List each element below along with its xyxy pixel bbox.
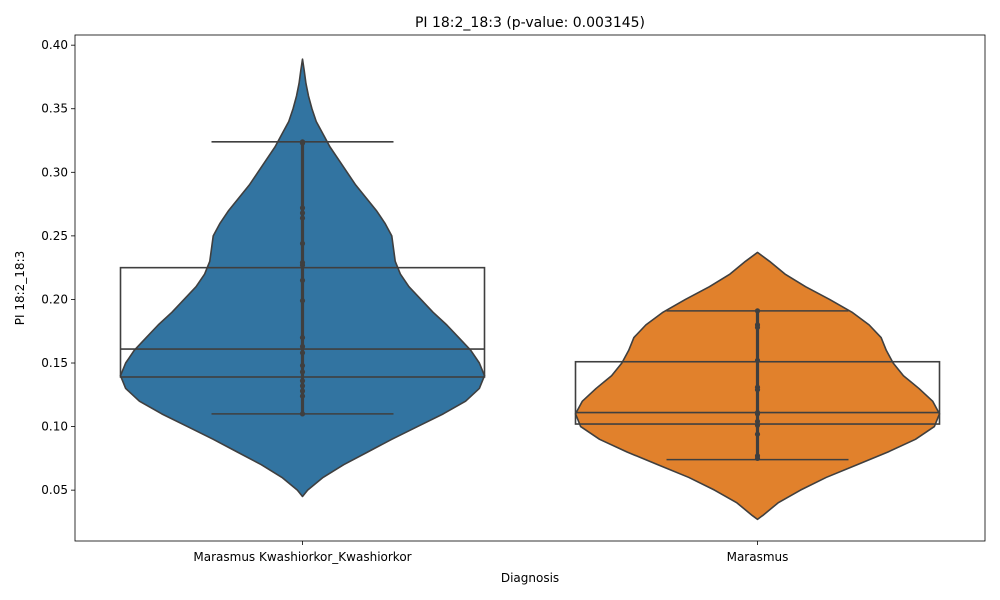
data-point [754,387,761,393]
y-tick-label: 0.35 [41,102,68,116]
data-point [299,350,306,356]
data-point [299,411,306,417]
data-point [299,378,306,384]
y-tick-label: 0.05 [41,483,68,497]
data-point [299,388,306,394]
data-point [299,334,306,341]
data-point [754,418,761,425]
chart-title: PI 18:2_18:3 (p-value: 0.003145) [415,15,645,31]
x-tick-label: Marasmus Kwashiorkor_Kwashiorkor [193,550,411,564]
data-point [754,308,761,314]
plot-frame [74,34,986,542]
data-point [754,357,761,364]
y-tick-label: 0.15 [41,356,68,370]
y-tick-label: 0.25 [41,229,68,243]
x-axis: Marasmus Kwashiorkor_Kwashiorkor Marasmus [193,541,788,564]
data-point [299,369,306,375]
data-point [299,393,306,399]
data-point [299,383,306,389]
y-axis-label: PI 18:2_18:3 [13,251,27,325]
plot-area [119,58,941,521]
data-point [299,140,306,146]
data-point [754,455,761,461]
data-point [299,277,306,283]
data-point [754,431,761,437]
data-point [299,210,306,216]
y-tick-label: 0.40 [41,38,68,52]
data-point [754,422,761,428]
data-point [299,298,306,304]
data-point [299,205,306,211]
data-point [299,262,306,268]
y-tick-label: 0.10 [41,420,68,434]
y-tick-label: 0.30 [41,165,68,179]
y-axis: 0.05 0.10 0.15 0.20 0.25 0.30 0.35 0.40 [41,38,75,497]
data-point [754,324,761,331]
data-point [754,411,761,417]
y-tick-label: 0.20 [41,292,68,306]
violin-group [574,251,941,521]
data-point [299,215,306,221]
x-tick-label: Marasmus [727,550,789,564]
data-point [299,343,306,350]
data-point [299,362,306,369]
data-point [299,240,306,247]
x-axis-label: Diagnosis [501,571,559,585]
violin-group [119,58,486,498]
